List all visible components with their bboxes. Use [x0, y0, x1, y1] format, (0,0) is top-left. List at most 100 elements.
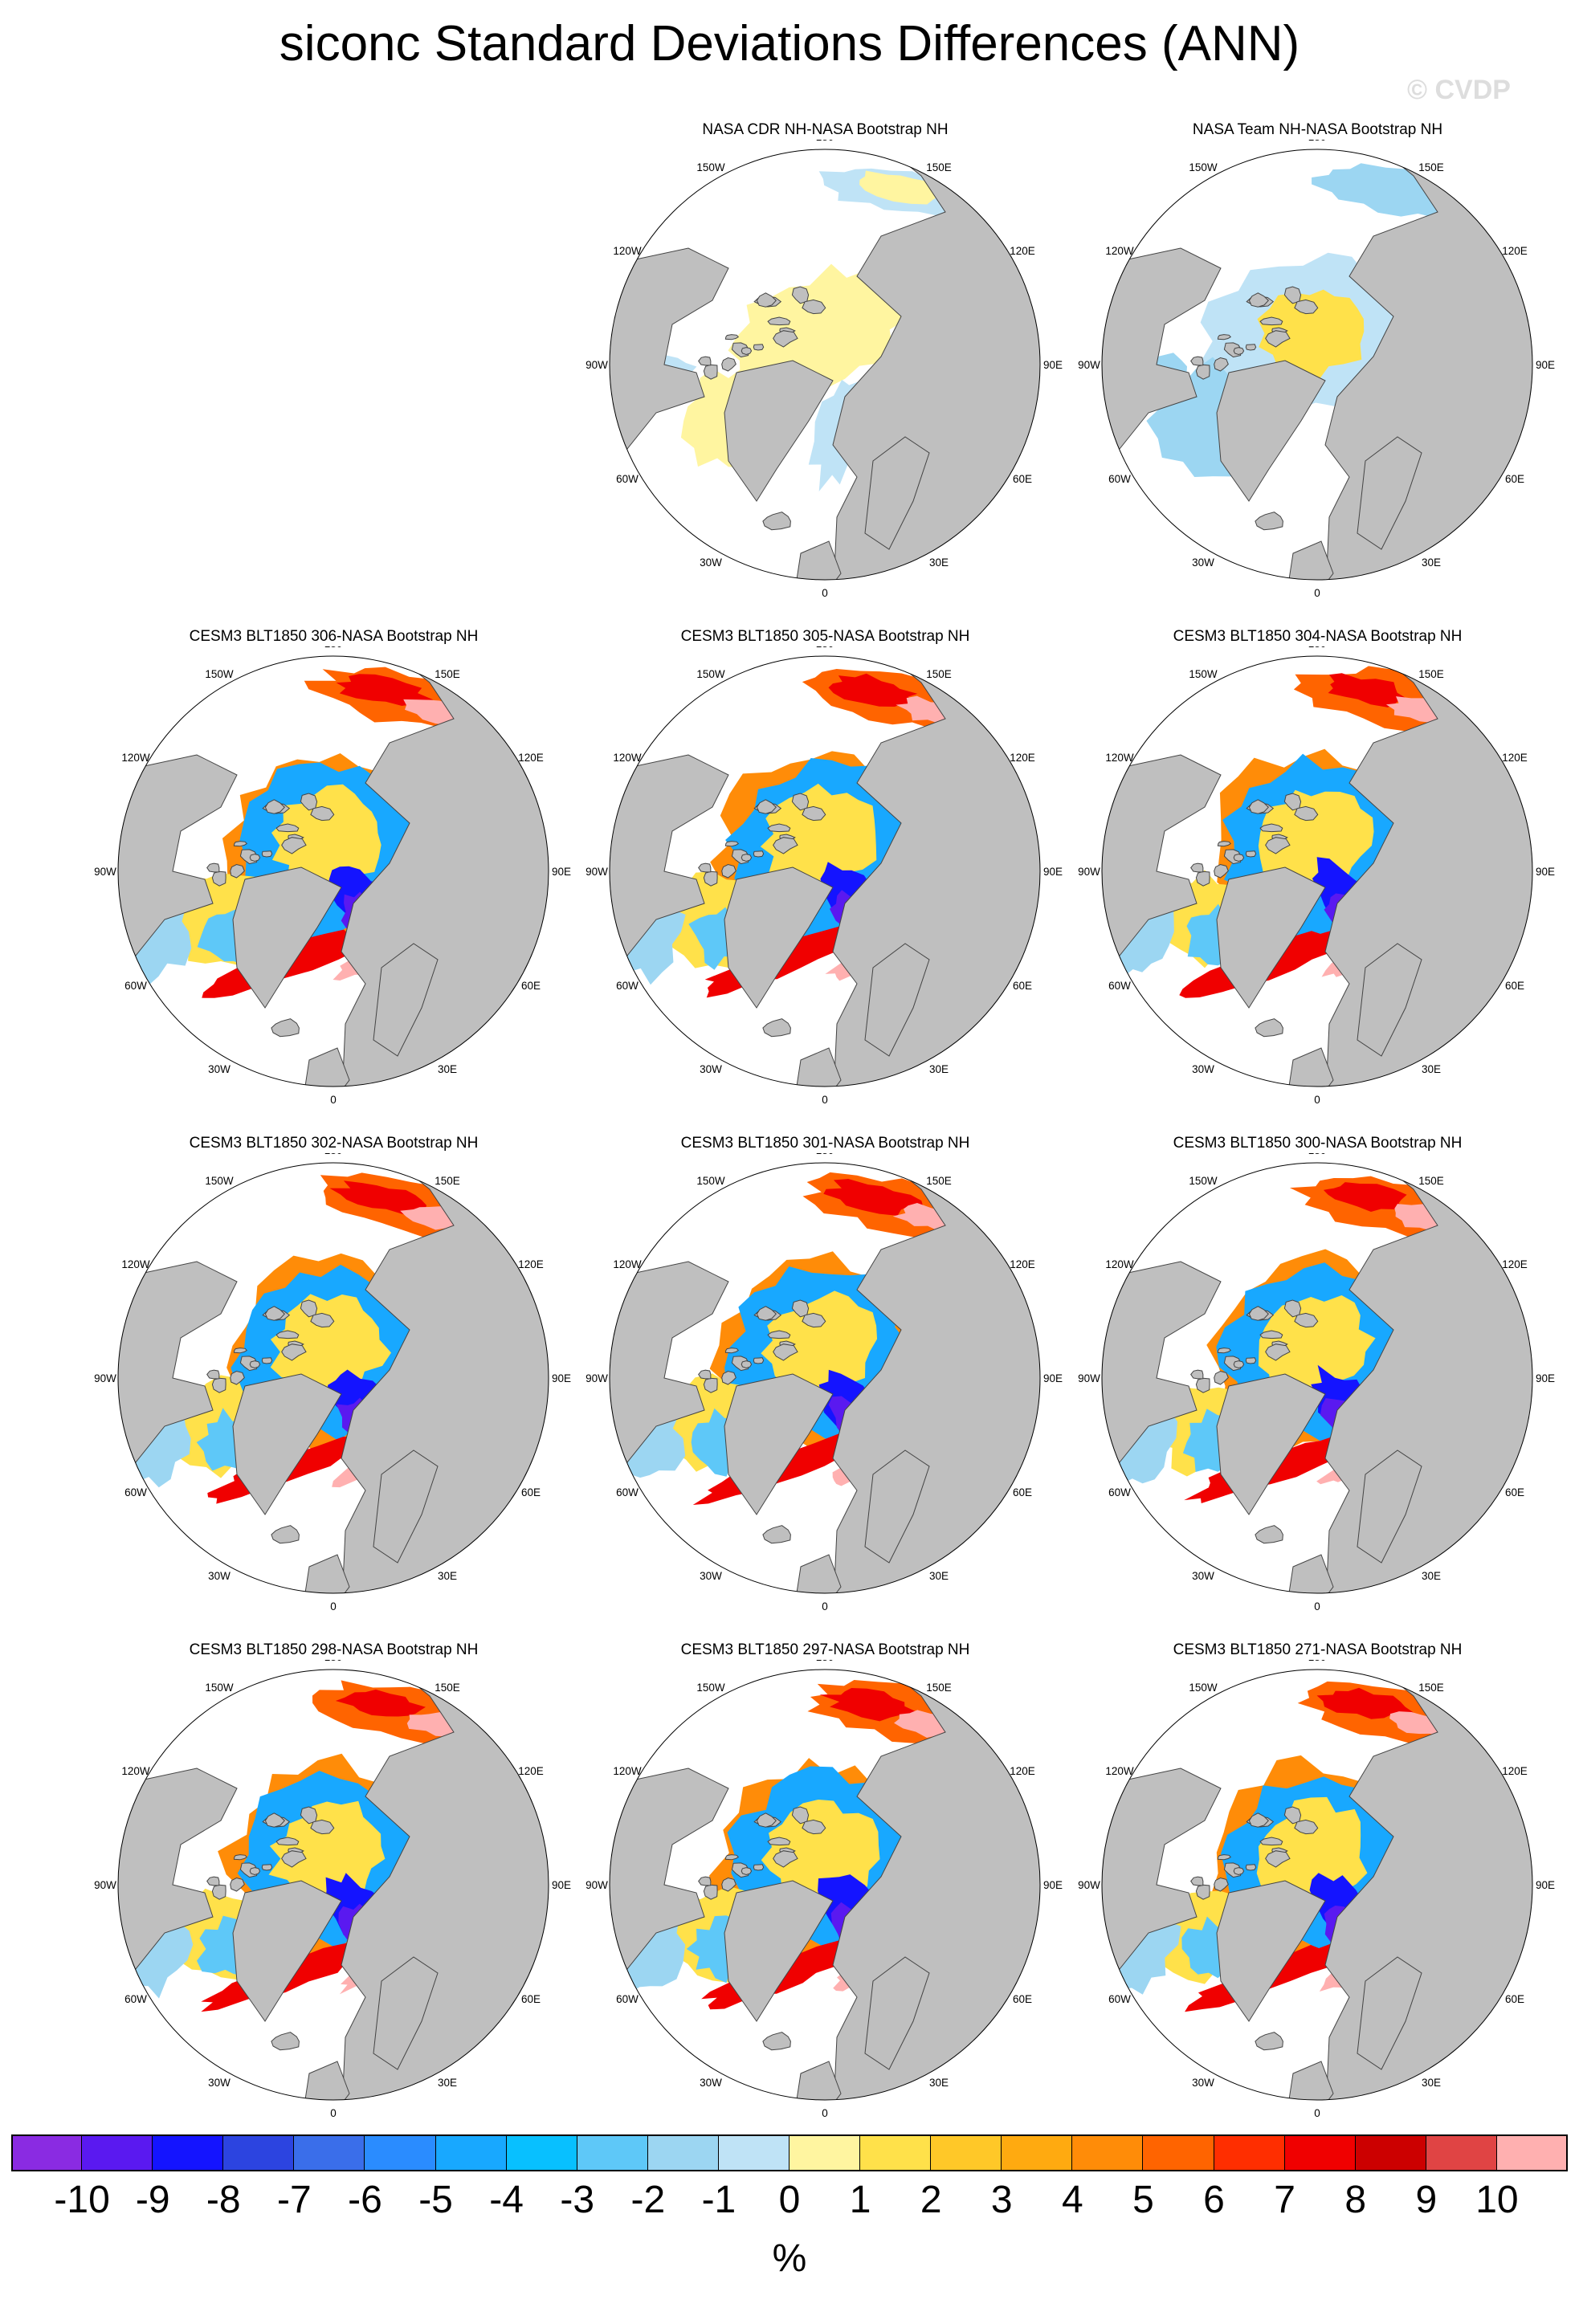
colorbar-swatch: [931, 2134, 1002, 2171]
longitude-label: 120W: [1105, 752, 1134, 764]
longitude-label: 150W: [1189, 1682, 1218, 1694]
colorbar-swatch: [1355, 2134, 1426, 2171]
longitude-label: 0: [1314, 587, 1320, 599]
polar-stereographic-map: 180 150E 120E 90E 60E 30E 0 30W 60W 90W 120W 150W: [585, 1660, 1063, 2119]
colorbar-swatch: [1072, 2134, 1144, 2171]
panel-title: CESM3 BLT1850 300-NASA Bootstrap NH: [1173, 1135, 1463, 1152]
longitude-label: 120W: [1105, 1258, 1134, 1270]
longitude-label: 120E: [1502, 1258, 1528, 1270]
polar-stereographic-map: 180 150E 120E 90E 60E 30E 0 30W 60W 90W 120W 150W: [585, 1153, 1063, 1613]
colorbar-tick-label: 8: [1344, 2179, 1367, 2221]
longitude-label: 150E: [435, 668, 460, 680]
longitude-label: 30W: [700, 1063, 722, 1075]
polar-stereographic-map: 180 150E 120E 90E 60E 30E 0 30W 60W 90W 120W 150W: [1078, 140, 1555, 599]
map-border: [1101, 1669, 1533, 2101]
colorbar-swatch: [790, 2134, 861, 2171]
field-siberian-coast-strong: [335, 1689, 426, 1717]
colorbar-swatch: [1284, 2134, 1356, 2171]
longitude-label: 60W: [616, 1486, 639, 1498]
map-border: [1101, 149, 1533, 581]
colorbar-tick-label: 0: [778, 2179, 801, 2221]
colorbar-tick-label: 1: [849, 2179, 871, 2221]
colorbar-tick-label: -7: [277, 2179, 312, 2221]
panel-title: CESM3 BLT1850 305-NASA Bootstrap NH: [680, 628, 970, 645]
longitude-label: 30E: [1422, 557, 1441, 569]
polar-stereographic-map: 180 150E 120E 90E 60E 30E 0 30W 60W 90W 120W 150W: [585, 140, 1063, 599]
longitude-label: 60W: [1108, 1993, 1131, 2005]
colorbar-tick-label: -6: [348, 2179, 382, 2221]
longitude-label: 150W: [696, 668, 725, 680]
map-panel: CESM3 BLT1850 271-NASA Bootstrap NH 180 15…: [1071, 1641, 1565, 2148]
panel-title: CESM3 BLT1850 306-NASA Bootstrap NH: [189, 628, 479, 645]
longitude-label: 180: [1308, 1153, 1327, 1156]
longitude-label: 60E: [1013, 1993, 1032, 2005]
longitude-label: 150E: [926, 1682, 952, 1694]
panel-title: CESM3 BLT1850 304-NASA Bootstrap NH: [1173, 628, 1463, 645]
longitude-label: 180: [1308, 1660, 1327, 1663]
longitude-label: 90E: [1536, 1879, 1555, 1891]
map-border: [609, 1162, 1041, 1594]
map-border: [609, 149, 1041, 581]
colorbar-swatch: [1426, 2134, 1497, 2171]
longitude-label: 0: [822, 587, 828, 599]
longitude-label: 60W: [124, 1993, 147, 2005]
longitude-label: 180: [816, 1153, 834, 1156]
longitude-label: 0: [1314, 2107, 1320, 2119]
longitude-label: 180: [816, 646, 834, 650]
map-panel: CESM3 BLT1850 301-NASA Bootstrap NH180 15…: [578, 1134, 1072, 1641]
longitude-label: 60E: [1505, 1486, 1524, 1498]
longitude-label: 90W: [585, 359, 608, 371]
longitude-label: 60W: [124, 1486, 147, 1498]
field-central-positive: [760, 783, 877, 891]
field-central-positive: [271, 784, 381, 891]
longitude-label: 30E: [1422, 2077, 1441, 2089]
longitude-label: 90E: [552, 866, 571, 878]
longitude-label: 120E: [1010, 245, 1035, 257]
longitude-label: 150W: [1189, 161, 1218, 173]
longitude-label: 0: [330, 1600, 337, 1613]
longitude-label: 150W: [1189, 668, 1218, 680]
longitude-label: 180: [1308, 140, 1327, 143]
longitude-label: 0: [822, 1094, 828, 1106]
colorbar-swatch: [1214, 2134, 1285, 2171]
longitude-label: 150W: [696, 1682, 725, 1694]
colorbar-swatch: [860, 2134, 932, 2171]
colorbar-tick-label: 10: [1475, 2179, 1519, 2221]
longitude-label: 90W: [1078, 359, 1100, 371]
longitude-label: 90E: [552, 1879, 571, 1891]
field-siberian-coast-strong: [828, 673, 918, 707]
colorbar-tick-label: -10: [54, 2179, 110, 2221]
longitude-label: 0: [1314, 1600, 1320, 1613]
panel-title: CESM3 BLT1850 298-NASA Bootstrap NH: [189, 1641, 479, 1658]
longitude-label: 60W: [616, 1993, 639, 2005]
longitude-label: 30W: [208, 1570, 231, 1582]
colorbar-tick-label: 2: [920, 2179, 942, 2221]
colorbar-swatch: [577, 2134, 648, 2171]
colorbar-swatch: [435, 2134, 507, 2171]
longitude-label: 0: [330, 1094, 337, 1106]
panel-title: CESM3 BLT1850 302-NASA Bootstrap NH: [189, 1135, 479, 1152]
colorbar-swatch: [1002, 2134, 1073, 2171]
field-central-positive: [761, 1290, 878, 1397]
polar-stereographic-map: 180 150E 120E 90E 60E 30E 0 30W 60W 90W 120W 150W: [1078, 1660, 1555, 2119]
longitude-label: 60E: [521, 1993, 541, 2005]
longitude-label: 0: [822, 1600, 828, 1613]
colorbar-tick-label: -5: [418, 2179, 453, 2221]
longitude-label: 60E: [1013, 473, 1032, 485]
field-siberian-coast-strong: [1328, 673, 1406, 707]
longitude-label: 180: [324, 1660, 343, 1663]
longitude-label: 90W: [1078, 866, 1100, 878]
map-border: [117, 1669, 549, 2101]
longitude-label: 150W: [696, 161, 725, 173]
longitude-label: 60W: [1108, 980, 1131, 992]
longitude-label: 120E: [1502, 752, 1528, 764]
longitude-label: 150W: [205, 1682, 234, 1694]
longitude-label: 60E: [521, 1486, 541, 1498]
longitude-label: 30E: [438, 1570, 457, 1582]
longitude-label: 180: [324, 646, 343, 650]
polar-stereographic-map: 180 150E 120E 90E 60E 30E 0 30W 60W 90W 120W 150W: [94, 646, 571, 1106]
longitude-label: 150E: [435, 1175, 460, 1187]
longitude-label: 120E: [518, 752, 544, 764]
field-siberian-coast-positive: [859, 170, 953, 205]
colorbar-frame: [11, 2134, 1568, 2171]
